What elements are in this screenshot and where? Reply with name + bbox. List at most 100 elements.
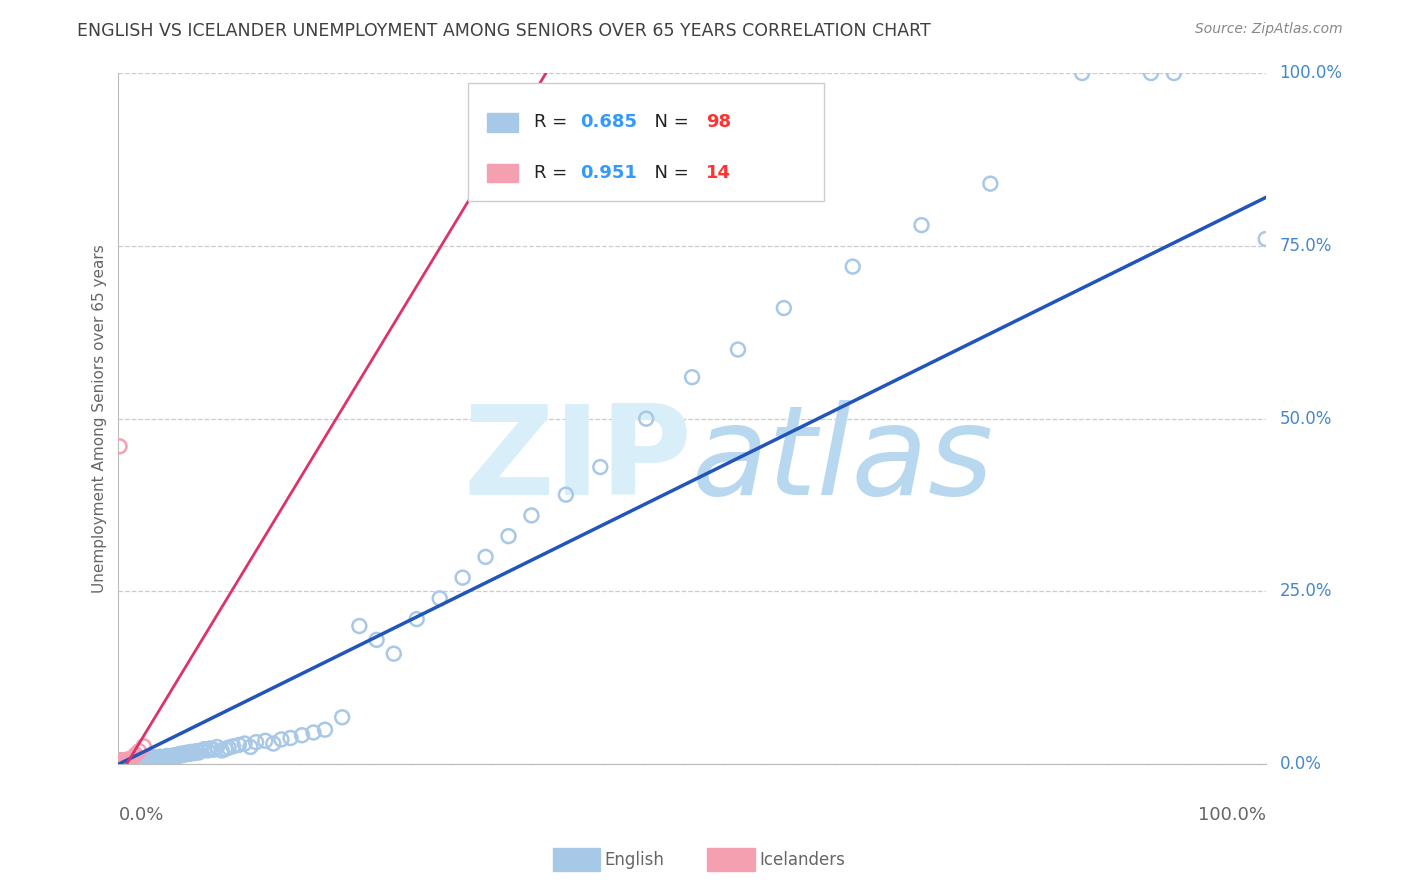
- Point: [405, 612, 427, 626]
- FancyBboxPatch shape: [486, 113, 517, 132]
- Text: R =: R =: [534, 164, 572, 182]
- Point: [214, 742, 236, 756]
- Point: [366, 632, 388, 647]
- Point: [128, 753, 150, 767]
- Point: [156, 749, 179, 764]
- Point: [211, 743, 233, 757]
- Point: [132, 755, 155, 769]
- Point: [589, 460, 612, 475]
- Point: [124, 755, 146, 769]
- Point: [143, 750, 166, 764]
- Point: [1140, 66, 1163, 80]
- Point: [114, 753, 136, 767]
- Point: [159, 749, 181, 764]
- Point: [118, 755, 141, 769]
- Point: [174, 747, 197, 762]
- Point: [115, 753, 138, 767]
- Point: [117, 752, 139, 766]
- Text: 100.0%: 100.0%: [1279, 64, 1343, 82]
- Point: [979, 177, 1001, 191]
- Text: 0.0%: 0.0%: [1279, 756, 1322, 773]
- Point: [520, 508, 543, 523]
- Point: [112, 754, 135, 768]
- Point: [773, 301, 796, 315]
- Point: [108, 754, 131, 768]
- Point: [910, 218, 932, 232]
- Text: English: English: [605, 851, 665, 869]
- Point: [122, 753, 145, 767]
- Point: [183, 746, 205, 760]
- Point: [681, 370, 703, 384]
- Point: [138, 751, 160, 765]
- FancyBboxPatch shape: [486, 164, 517, 183]
- Point: [111, 753, 134, 767]
- Point: [120, 754, 142, 768]
- Point: [186, 744, 208, 758]
- Point: [131, 752, 153, 766]
- Point: [200, 741, 222, 756]
- Point: [134, 753, 156, 767]
- Point: [118, 752, 141, 766]
- Point: [118, 753, 141, 767]
- Point: [118, 754, 141, 768]
- Point: [110, 754, 132, 768]
- Point: [121, 755, 143, 769]
- Point: [314, 723, 336, 737]
- Text: 75.0%: 75.0%: [1279, 237, 1331, 255]
- Point: [451, 571, 474, 585]
- Point: [108, 439, 131, 453]
- Point: [149, 749, 172, 764]
- Point: [228, 738, 250, 752]
- Text: ENGLISH VS ICELANDER UNEMPLOYMENT AMONG SENIORS OVER 65 YEARS CORRELATION CHART: ENGLISH VS ICELANDER UNEMPLOYMENT AMONG …: [77, 22, 931, 40]
- Point: [218, 740, 240, 755]
- Point: [727, 343, 749, 357]
- Text: 0.685: 0.685: [579, 113, 637, 131]
- Text: 50.0%: 50.0%: [1279, 409, 1331, 427]
- Point: [474, 549, 496, 564]
- Point: [302, 725, 325, 739]
- Point: [165, 750, 187, 764]
- Point: [197, 743, 219, 757]
- Point: [117, 755, 139, 769]
- Point: [148, 753, 170, 767]
- Point: [239, 739, 262, 754]
- Point: [121, 751, 143, 765]
- Point: [156, 751, 179, 765]
- Point: [152, 750, 174, 764]
- Point: [330, 710, 353, 724]
- Point: [112, 755, 135, 769]
- Point: [349, 619, 371, 633]
- Point: [124, 747, 146, 762]
- Point: [110, 755, 132, 769]
- Point: [150, 752, 173, 766]
- Point: [190, 743, 212, 757]
- Point: [162, 748, 184, 763]
- Point: [153, 752, 176, 766]
- Text: R =: R =: [534, 113, 572, 131]
- Point: [636, 411, 658, 425]
- Point: [176, 746, 198, 760]
- Text: atlas: atlas: [692, 400, 994, 521]
- Point: [127, 755, 149, 769]
- Point: [187, 746, 209, 760]
- Point: [145, 752, 167, 766]
- Point: [180, 745, 202, 759]
- Point: [280, 731, 302, 745]
- Point: [193, 742, 215, 756]
- Point: [498, 529, 520, 543]
- FancyBboxPatch shape: [468, 84, 824, 201]
- Point: [124, 754, 146, 768]
- Point: [270, 732, 292, 747]
- Text: ZIP: ZIP: [464, 400, 692, 521]
- Point: [115, 754, 138, 768]
- Point: [132, 739, 155, 754]
- Point: [128, 744, 150, 758]
- Point: [118, 755, 141, 769]
- Point: [129, 755, 152, 769]
- Point: [1071, 66, 1094, 80]
- Point: [222, 739, 245, 754]
- Point: [114, 755, 136, 769]
- Text: 100.0%: 100.0%: [1198, 805, 1265, 823]
- Point: [146, 751, 169, 765]
- Point: [167, 749, 190, 764]
